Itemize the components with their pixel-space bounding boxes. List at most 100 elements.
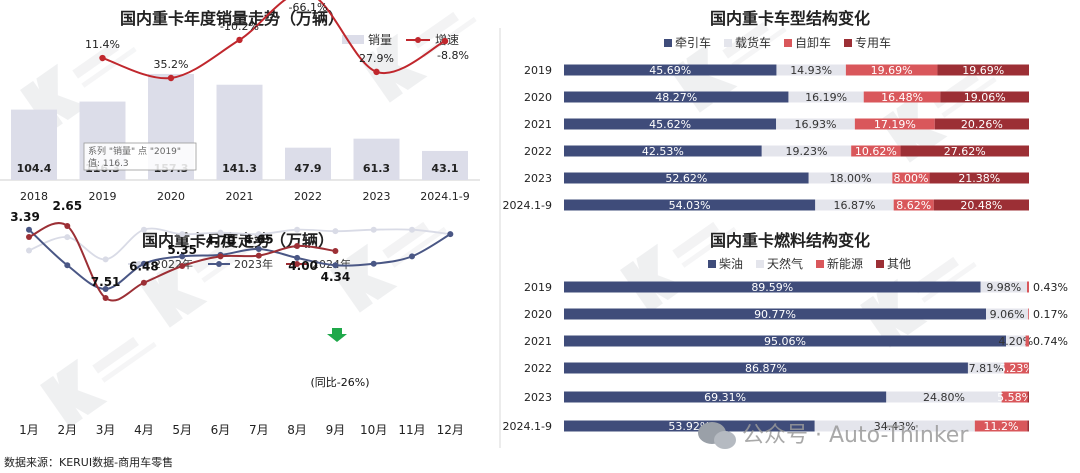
annual-bar-2018: [11, 109, 57, 180]
monthly-x-tick: 8月: [287, 423, 307, 437]
fuel_type-row-label: 2022: [524, 362, 552, 375]
growth-marker: [99, 54, 106, 62]
fuel_type-segment-label: 69.31%: [704, 391, 746, 404]
fuel_type-legend-swatch: [876, 260, 884, 268]
vehicle_type-segment-label: 14.93%: [790, 64, 832, 77]
tooltip: 系列 "销量" 点 "2019"值: 116.3: [83, 142, 197, 171]
monthly-marker-2024年: [102, 295, 109, 301]
vehicle_type-segment-label: 17.19%: [874, 118, 916, 131]
monthly-marker-2022年: [26, 247, 32, 254]
vehicle_type-segment-label: 20.48%: [960, 199, 1002, 212]
vehicle_type-segment-牵引车: [564, 145, 762, 157]
annual-bar-label: 141.3: [222, 162, 257, 175]
annual-bar-2024.1-9: [422, 150, 468, 180]
monthly-point-label: 4.34: [321, 270, 351, 284]
monthly-marker-2023年: [447, 231, 454, 238]
vehicle_type-segment-牵引车: [564, 199, 816, 211]
watermark-mark: [346, 243, 398, 300]
monthly-point-label: 4.00: [288, 259, 318, 273]
monthly-marker-2024年: [332, 248, 339, 255]
fuel_type-segment-label: 89.59%: [751, 281, 793, 294]
vehicle_type-segment-载货车: [788, 91, 864, 103]
annual-x-tick: 2018: [20, 190, 48, 203]
fuel_type-segment-新能源: [1004, 362, 1029, 374]
fuel_type-segment-label: 5.23%: [999, 362, 1034, 375]
fuel_type-legend-label: 柴油: [719, 257, 743, 271]
fuel_type-legend-swatch: [816, 260, 824, 268]
monthly-marker-2024年: [26, 233, 32, 240]
watermark-mark: [686, 43, 738, 100]
fuel_type-segment-天然气: [814, 420, 975, 432]
monthly-point-label: 4.65: [244, 233, 274, 247]
monthly-marker-2022年: [370, 226, 377, 233]
watermark-logo: [330, 221, 447, 313]
legend-label-2023年: 2023年: [234, 257, 273, 271]
fuel_type-legend-label: 新能源: [827, 256, 863, 271]
vehicle_type-segment-专用车: [900, 145, 1029, 157]
fuel_type-title: 国内重卡燃料结构变化: [710, 231, 870, 250]
vehicle_type-segment-牵引车: [564, 91, 789, 103]
growth-marker: [236, 36, 243, 44]
annual-x-tick: 2023: [363, 190, 391, 203]
monthly-point-label: 6.48: [129, 260, 159, 274]
vehicle_type-segment-自卸车: [892, 172, 930, 184]
watermark-mark: [56, 358, 108, 415]
vehicle_type-segment-专用车: [933, 199, 1029, 211]
vehicle_type-segment-label: 54.03%: [669, 199, 711, 212]
vehicle_type-segment-label: 8.00%: [894, 172, 929, 185]
vehicle_type-segment-label: 19.69%: [871, 64, 913, 77]
vehicle_type-segment-牵引车: [564, 172, 809, 184]
monthly-marker-2022年: [409, 226, 415, 233]
fuel_type-segment-柴油: [564, 335, 1007, 347]
monthly-title: 国内重卡月度走势（万辆）: [142, 231, 334, 250]
fuel_type-segment-新能源: [1025, 335, 1029, 347]
vehicle_type-segment-载货车: [761, 145, 852, 157]
vehicle_type-segment-label: 42.53%: [642, 145, 684, 158]
watermark-mark: [382, 221, 429, 259]
vehicle_type-segment-label: 16.93%: [795, 118, 837, 131]
fuel_type-segment-label: 34.43%: [874, 420, 916, 433]
watermark-mark: [722, 21, 769, 59]
vehicle_type-segment-牵引车: [564, 64, 777, 76]
monthly-marker-2022年: [332, 228, 339, 235]
watermark-mark: [36, 63, 88, 120]
annual-x-tick: 2024.1-9: [420, 190, 469, 203]
vehicle_type-segment-label: 19.06%: [964, 91, 1006, 104]
vehicle_type-segment-label: 45.62%: [649, 118, 691, 131]
fuel_type-segment-label: 0.74%: [1033, 335, 1068, 348]
fuel_type-legend-label: 其他: [887, 257, 911, 271]
monthly-point-label: 5.35: [167, 243, 197, 257]
vehicle_type-segment-牵引车: [564, 118, 777, 130]
vehicle_type-legend-label: 牵引车: [675, 35, 711, 50]
fuel_type-legend-swatch: [708, 260, 716, 268]
monthly-marker-2023年: [409, 253, 415, 260]
watermark-mark: [360, 50, 403, 103]
vehicle_type-legend-label: 专用车: [855, 35, 891, 50]
monthly-marker-2024年: [179, 263, 186, 269]
fuel_type-segment-新能源: [1028, 308, 1029, 320]
watermark-mark: [731, 26, 787, 68]
vehicle_type-segment-label: 45.69%: [649, 64, 691, 77]
down-arrow-icon: [327, 328, 347, 342]
monthly-point-label: 7.51: [91, 275, 121, 289]
monthly-x-tick: 6月: [211, 423, 231, 437]
annual-bar-2023: [353, 138, 400, 180]
vehicle_type-segment-专用车: [929, 172, 1029, 184]
monthly-marker-2024年: [255, 252, 262, 259]
fuel_type-segment-label: 11.2%: [984, 420, 1019, 433]
growth-label: 11.4%: [85, 38, 120, 51]
annual-bar-label: 43.1: [431, 162, 458, 175]
legend-marker-2023年: [216, 261, 222, 267]
fuel_type-segment-label: 86.87%: [745, 362, 787, 375]
vehicle_type-row-label: 2019: [524, 64, 552, 77]
watermark-mark: [201, 241, 257, 283]
vehicle_type-segment-自卸车: [854, 118, 935, 130]
annual-bar-label: 104.4: [17, 162, 52, 175]
watermark-mark: [40, 375, 83, 428]
vehicle_type-segment-label: 18.00%: [830, 172, 872, 185]
watermark-mark: [876, 278, 928, 335]
monthly-x-tick: 12月: [437, 423, 464, 437]
fuel_type-segment-天然气: [886, 391, 1002, 403]
growth-marker: [167, 74, 175, 82]
watermark-mark: [330, 260, 373, 313]
